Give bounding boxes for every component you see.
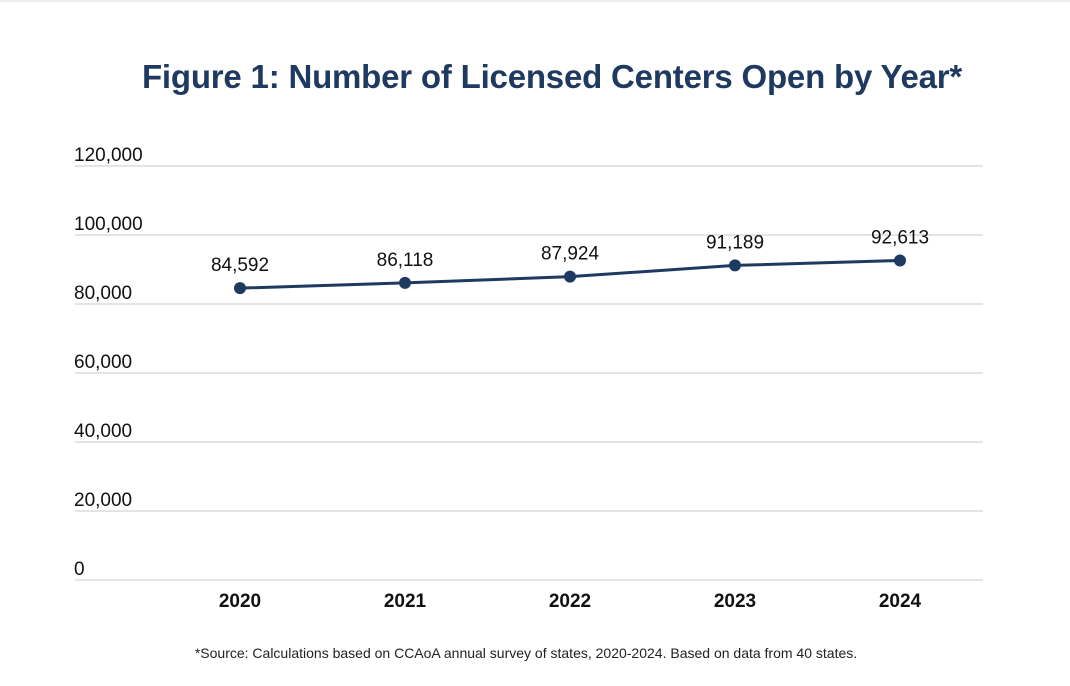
data-point bbox=[399, 276, 411, 289]
source-footnote: *Source: Calculations based on CCAoA ann… bbox=[194, 645, 858, 661]
chart-title: Figure 1: Number of Licensed Centers Ope… bbox=[141, 58, 963, 95]
data-label: 91,189 bbox=[706, 232, 764, 253]
x-tick-label: 2023 bbox=[714, 591, 756, 612]
y-tick-label: 100,000 bbox=[74, 214, 143, 235]
data-label: 87,924 bbox=[541, 244, 600, 265]
data-point bbox=[894, 254, 906, 267]
data-label: 86,118 bbox=[377, 250, 434, 271]
y-tick-label: 0 bbox=[74, 559, 85, 580]
y-tick-label: 60,000 bbox=[74, 352, 132, 373]
data-point bbox=[564, 270, 576, 283]
top-rule bbox=[0, 0, 1070, 2]
y-tick-label: 80,000 bbox=[74, 283, 132, 304]
x-tick-label: 2024 bbox=[879, 591, 922, 612]
data-label: 84,592 bbox=[211, 255, 269, 276]
data-point bbox=[729, 259, 741, 272]
data-point bbox=[234, 282, 246, 295]
y-tick-label: 20,000 bbox=[74, 490, 132, 511]
data-label: 92,613 bbox=[871, 227, 929, 248]
y-tick-label: 40,000 bbox=[74, 421, 132, 442]
x-tick-label: 2022 bbox=[549, 591, 591, 612]
x-tick-label: 2020 bbox=[219, 591, 261, 612]
x-tick-label: 2021 bbox=[384, 591, 427, 612]
y-tick-label: 120,000 bbox=[74, 145, 143, 166]
